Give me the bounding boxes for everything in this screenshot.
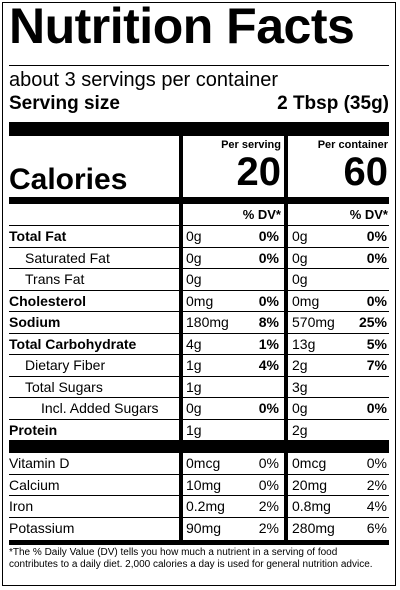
vitamin-name: Calcium xyxy=(9,476,60,493)
nutrient-name: Saturated Fat xyxy=(25,249,110,266)
nutrient-row: Saturated Fat 0g 0% 0g 0% xyxy=(9,246,389,269)
serving-amount: 0g xyxy=(186,271,202,287)
dv-header-serving: % DV* xyxy=(242,207,281,222)
vitamin-name: Iron xyxy=(9,498,34,514)
nutrient-row: Protein 1g 2g xyxy=(9,418,389,441)
serving-amount: 1g xyxy=(186,421,202,438)
nutrient-name: Total Sugars xyxy=(25,378,103,395)
serving-dv: 0% xyxy=(258,455,279,471)
vitamin-row: Vitamin D 0mcg 0% 0mcg 0% xyxy=(9,452,389,474)
serving-amount: 0mg xyxy=(186,292,214,309)
container-amount: 3g xyxy=(292,378,308,395)
nutrient-name: Total Fat xyxy=(9,228,67,244)
serving-dv: 2% xyxy=(258,519,279,536)
container-amount: 20mg xyxy=(292,476,328,493)
column-divider-right xyxy=(284,136,288,543)
container-dv: 4% xyxy=(366,498,387,514)
container-amount: 2g xyxy=(292,357,308,373)
nutrient-name: Cholesterol xyxy=(9,292,87,309)
servings-per-container: about 3 servings per container xyxy=(9,69,279,91)
title-divider xyxy=(9,65,389,66)
nutrient-row: Sodium 180mg 8% 570mg 25% xyxy=(9,311,389,333)
serving-amount: 90mg xyxy=(186,519,222,536)
nutrient-name: Protein xyxy=(9,421,58,438)
nutrient-row: Dietary Fiber 1g 4% 2g 7% xyxy=(9,354,389,376)
calories-thick-bar xyxy=(9,197,389,204)
container-amount: 0g xyxy=(292,249,308,266)
container-dv: 2% xyxy=(366,476,387,493)
container-amount: 0.8mg xyxy=(292,498,331,514)
container-amount: 0mg xyxy=(292,292,320,309)
container-amount: 0g xyxy=(292,271,308,287)
serving-dv: 0% xyxy=(258,249,279,266)
serving-amount: 10mg xyxy=(186,476,222,493)
dv-header-container: % DV* xyxy=(349,207,388,222)
container-dv: 0% xyxy=(366,400,387,416)
serving-size-value: 2 Tbsp (35g) xyxy=(277,93,389,114)
serving-amount: 4g xyxy=(186,335,202,352)
container-amount: 0mcg xyxy=(292,455,327,471)
container-dv: 0% xyxy=(366,228,387,244)
serving-dv: 0% xyxy=(258,228,279,244)
nutrient-row: Total Sugars 1g 3g xyxy=(9,375,389,398)
column-divider-left xyxy=(179,136,183,543)
vitamin-row: Calcium 10mg 0% 20mg 2% xyxy=(9,473,389,496)
nutrient-name: Trans Fat xyxy=(25,271,85,287)
serving-size-label: Serving size xyxy=(9,93,120,114)
per-serving-header: Per serving xyxy=(221,139,281,151)
calories-per-serving: 20 xyxy=(236,150,282,194)
vitamin-row: Iron 0.2mg 2% 0.8mg 4% xyxy=(9,495,389,517)
container-amount: 13g xyxy=(292,335,316,352)
container-dv: 0% xyxy=(366,249,387,266)
serving-amount: 180mg xyxy=(186,314,229,330)
vitamin-name: Potassium xyxy=(9,519,75,536)
serving-dv: 0% xyxy=(258,400,279,416)
calories-per-container: 60 xyxy=(343,150,389,194)
serving-amount: 0g xyxy=(186,400,202,416)
container-dv: 7% xyxy=(366,357,387,373)
serving-amount: 0mcg xyxy=(186,455,221,471)
container-dv: 5% xyxy=(366,335,387,352)
container-amount: 0g xyxy=(292,228,308,244)
nutrient-row: Total Fat 0g 0% 0g 0% xyxy=(9,225,389,247)
serving-amount: 1g xyxy=(186,357,202,373)
nutrient-name: Dietary Fiber xyxy=(25,357,106,373)
serving-amount: 0g xyxy=(186,228,202,244)
serving-dv: 1% xyxy=(258,335,279,352)
vitamin-name: Vitamin D xyxy=(9,455,70,471)
nutrient-row: Total Carbohydrate 4g 1% 13g 5% xyxy=(9,332,389,355)
serving-amount: 1g xyxy=(186,378,202,395)
serving-dv: 8% xyxy=(258,314,279,330)
footnote: *The % Daily Value (DV) tells you how mu… xyxy=(9,547,373,570)
container-dv: 0% xyxy=(366,455,387,471)
serving-dv: 4% xyxy=(258,357,279,373)
per-container-header: Per container xyxy=(317,139,388,151)
vitamin-row: Potassium 90mg 2% 280mg 6% xyxy=(9,516,389,539)
nutrient-row: Incl. Added Sugars 0g 0% 0g 0% xyxy=(9,397,389,419)
container-amount: 280mg xyxy=(292,519,335,536)
container-dv: 0% xyxy=(366,292,387,309)
calories-label: Calories xyxy=(9,163,128,196)
footnote-bar xyxy=(9,540,389,545)
nutrient-name: Incl. Added Sugars xyxy=(41,400,159,416)
vitamins-thick-bar xyxy=(9,440,389,452)
container-dv: 6% xyxy=(366,519,387,536)
serving-dv: 0% xyxy=(258,292,279,309)
serving-thick-bar xyxy=(9,122,389,136)
nutrient-name: Total Carbohydrate xyxy=(9,335,137,352)
nutrition-facts-panel: Nutrition Facts about 3 servings per con… xyxy=(2,0,396,586)
nutrient-name: Sodium xyxy=(9,314,61,330)
serving-dv: 2% xyxy=(258,498,279,514)
panel-title: Nutrition Facts xyxy=(9,0,355,54)
serving-dv: 0% xyxy=(258,476,279,493)
container-amount: 0g xyxy=(292,400,308,416)
serving-amount: 0.2mg xyxy=(186,498,225,514)
container-dv: 25% xyxy=(358,314,387,330)
nutrient-row: Cholesterol 0mg 0% 0mg 0% xyxy=(9,289,389,312)
container-amount: 570mg xyxy=(292,314,335,330)
nutrient-row: Trans Fat 0g 0g xyxy=(9,268,389,290)
container-amount: 2g xyxy=(292,421,308,438)
serving-amount: 0g xyxy=(186,249,202,266)
